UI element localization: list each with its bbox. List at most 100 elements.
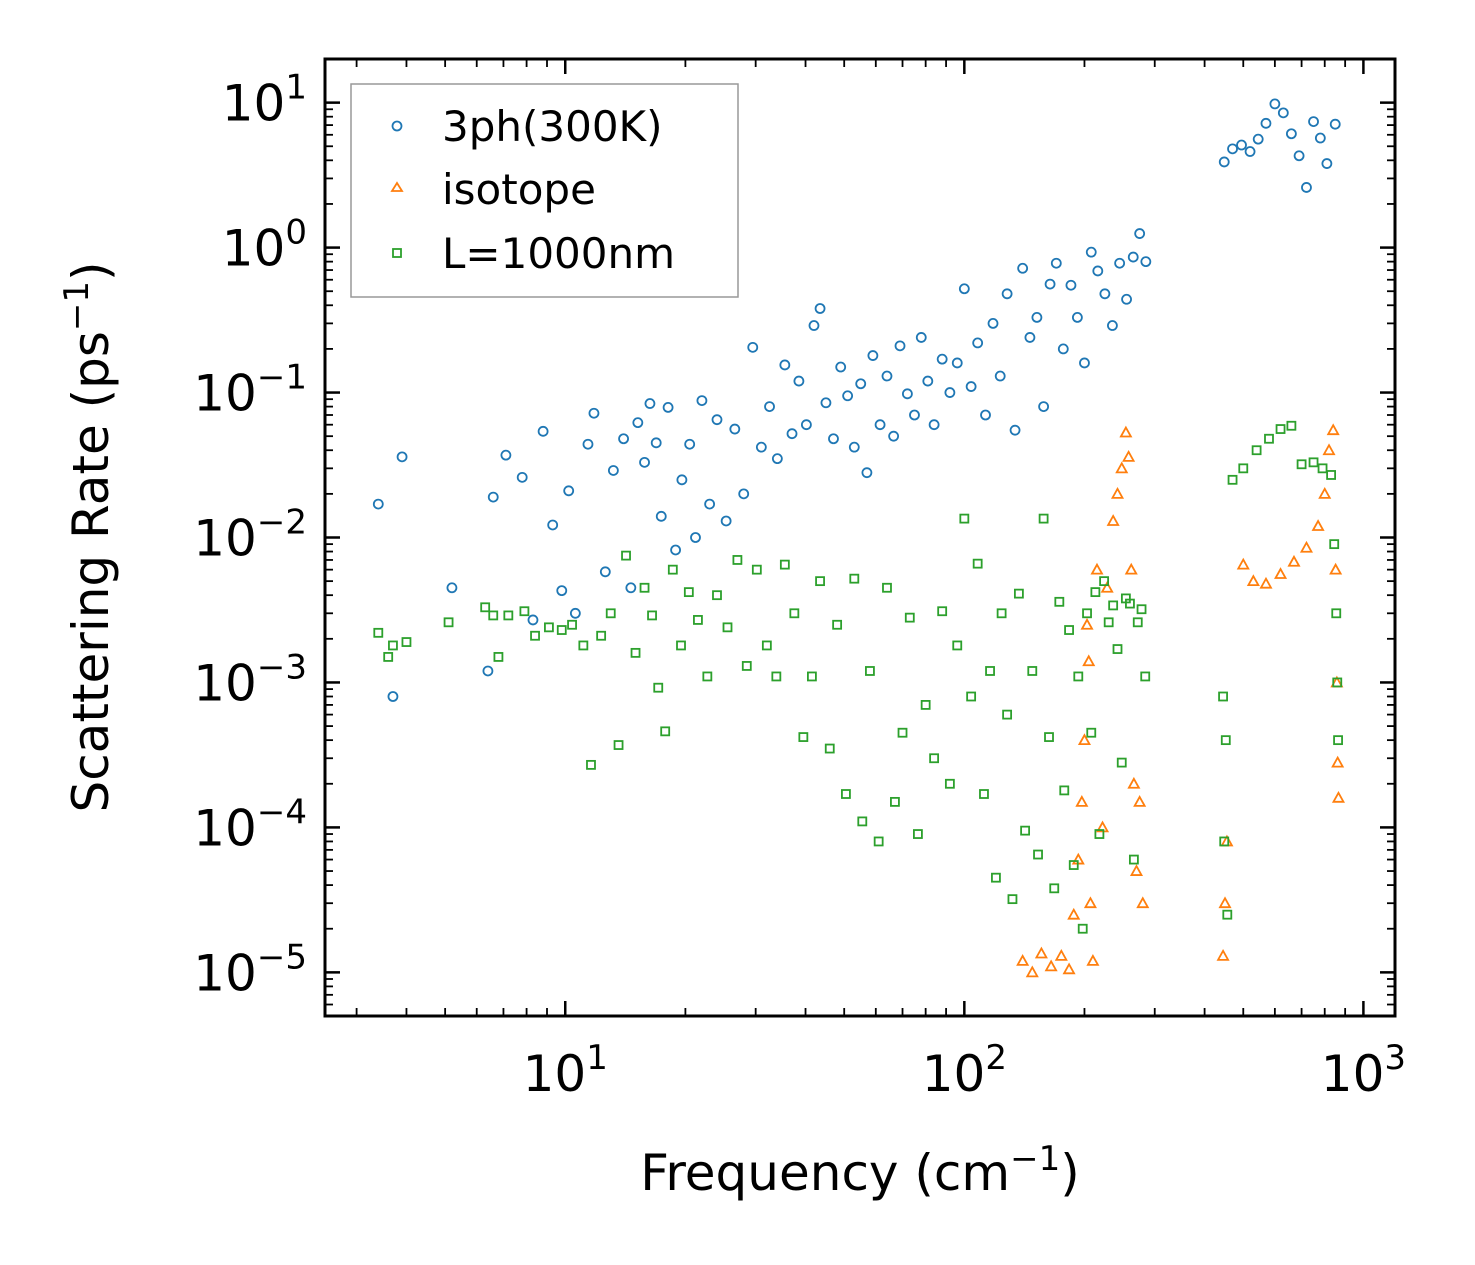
point-circle-23 xyxy=(650,437,662,449)
point-circle-64 xyxy=(944,387,956,398)
point-square-69 xyxy=(1020,825,1031,836)
point-circle-91 xyxy=(1134,228,1146,239)
point-square-106 xyxy=(1296,459,1307,470)
legend-marker-boundary xyxy=(392,248,402,258)
point-square-57 xyxy=(944,778,955,789)
point-square-99 xyxy=(1222,909,1233,920)
point-square-108 xyxy=(1317,463,1328,474)
x-tick-label: 102 xyxy=(922,1038,1007,1103)
point-square-7 xyxy=(493,652,504,662)
point-triangle-27 xyxy=(1216,948,1230,961)
point-square-0 xyxy=(373,627,384,638)
y-tick-label: 100 xyxy=(222,213,307,278)
legend-label-boundary: L=1000nm xyxy=(442,229,675,278)
point-triangle-16 xyxy=(1100,580,1114,593)
point-circle-53 xyxy=(867,350,879,361)
point-square-37 xyxy=(779,559,790,570)
point-circle-18 xyxy=(618,433,629,445)
point-circle-3 xyxy=(446,582,458,594)
legend-marker-isotope xyxy=(390,181,404,192)
point-circle-82 xyxy=(1071,311,1083,323)
point-triangle-22 xyxy=(1124,562,1138,575)
point-circle-2 xyxy=(396,451,408,463)
point-square-15 xyxy=(586,759,596,770)
point-square-12 xyxy=(556,625,567,635)
point-square-75 xyxy=(1054,596,1065,607)
point-square-3 xyxy=(401,637,412,647)
point-square-46 xyxy=(857,816,868,827)
y-tick-label: 10−5 xyxy=(193,937,307,1002)
point-circle-83 xyxy=(1079,357,1090,369)
point-square-38 xyxy=(789,608,800,619)
point-circle-66 xyxy=(958,283,970,295)
point-square-67 xyxy=(1007,894,1018,905)
point-circle-69 xyxy=(980,409,991,421)
point-square-59 xyxy=(959,513,970,524)
point-square-92 xyxy=(1128,854,1139,865)
point-triangle-30 xyxy=(1236,557,1250,570)
point-circle-60 xyxy=(915,332,927,343)
point-circle-36 xyxy=(747,341,759,353)
point-square-109 xyxy=(1326,470,1337,480)
point-square-40 xyxy=(807,671,817,682)
point-square-33 xyxy=(741,661,752,671)
point-circle-71 xyxy=(994,370,1006,382)
point-circle-101 xyxy=(1285,128,1297,140)
point-triangle-32 xyxy=(1259,576,1273,589)
point-circle-4 xyxy=(482,665,494,677)
point-circle-59 xyxy=(909,409,920,421)
point-circle-55 xyxy=(881,370,893,382)
point-circle-93 xyxy=(1218,156,1230,168)
point-triangle-20 xyxy=(1119,425,1133,438)
point-square-18 xyxy=(613,740,624,750)
point-square-1 xyxy=(383,652,394,662)
point-triangle-3 xyxy=(1044,959,1058,972)
point-circle-89 xyxy=(1121,293,1132,305)
point-triangle-37 xyxy=(1318,487,1332,499)
point-triangle-38 xyxy=(1322,443,1336,456)
point-circle-78 xyxy=(1044,278,1056,290)
point-circle-38 xyxy=(764,401,775,412)
point-triangle-19 xyxy=(1115,461,1129,474)
point-square-101 xyxy=(1238,463,1249,474)
point-circle-24 xyxy=(655,510,667,522)
point-circle-90 xyxy=(1127,251,1139,263)
point-square-54 xyxy=(920,700,931,710)
point-circle-20 xyxy=(632,417,644,429)
point-circle-8 xyxy=(527,614,539,626)
point-square-4 xyxy=(443,617,454,628)
point-circle-42 xyxy=(793,375,805,387)
point-square-80 xyxy=(1077,923,1088,934)
y-tick-label: 10−1 xyxy=(193,358,307,423)
point-square-91 xyxy=(1125,598,1135,609)
point-triangle-43 xyxy=(1331,790,1345,803)
point-square-53 xyxy=(913,829,923,839)
point-square-112 xyxy=(1332,677,1343,688)
point-square-56 xyxy=(937,606,948,617)
point-square-20 xyxy=(630,647,641,658)
point-square-61 xyxy=(972,558,983,569)
point-circle-34 xyxy=(729,423,741,435)
point-circle-49 xyxy=(842,390,854,402)
point-square-110 xyxy=(1329,539,1340,550)
point-circle-47 xyxy=(828,433,839,445)
point-circle-6 xyxy=(500,449,512,461)
point-circle-99 xyxy=(1269,98,1281,110)
point-square-45 xyxy=(849,573,860,584)
point-triangle-11 xyxy=(1082,654,1096,667)
point-circle-94 xyxy=(1227,143,1238,155)
point-square-24 xyxy=(660,726,671,737)
point-square-104 xyxy=(1275,424,1286,434)
point-circle-81 xyxy=(1065,279,1077,291)
point-circle-72 xyxy=(1001,288,1013,300)
point-circle-43 xyxy=(800,419,812,431)
legend-box xyxy=(350,83,739,298)
point-square-29 xyxy=(702,671,713,682)
point-square-73 xyxy=(1044,732,1054,742)
point-square-79 xyxy=(1073,671,1084,682)
point-circle-95 xyxy=(1236,139,1247,151)
point-square-65 xyxy=(996,608,1007,619)
y-tick-label: 10−4 xyxy=(193,792,307,857)
point-circle-54 xyxy=(874,419,886,431)
point-triangle-4 xyxy=(1054,948,1068,961)
